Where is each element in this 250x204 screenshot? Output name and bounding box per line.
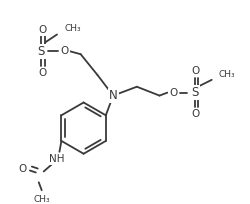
Text: CH₃: CH₃ <box>218 70 235 79</box>
Text: S: S <box>38 45 45 58</box>
Text: O: O <box>19 164 27 174</box>
Text: O: O <box>38 68 46 78</box>
Text: NH: NH <box>49 154 64 164</box>
Text: O: O <box>192 109 200 119</box>
Text: S: S <box>191 86 199 99</box>
Text: O: O <box>169 88 177 98</box>
Text: CH₃: CH₃ <box>65 24 82 33</box>
Text: O: O <box>192 66 200 76</box>
Text: CH₃: CH₃ <box>34 195 50 204</box>
Text: O: O <box>61 46 69 56</box>
Text: N: N <box>109 89 118 102</box>
Text: O: O <box>38 24 46 34</box>
